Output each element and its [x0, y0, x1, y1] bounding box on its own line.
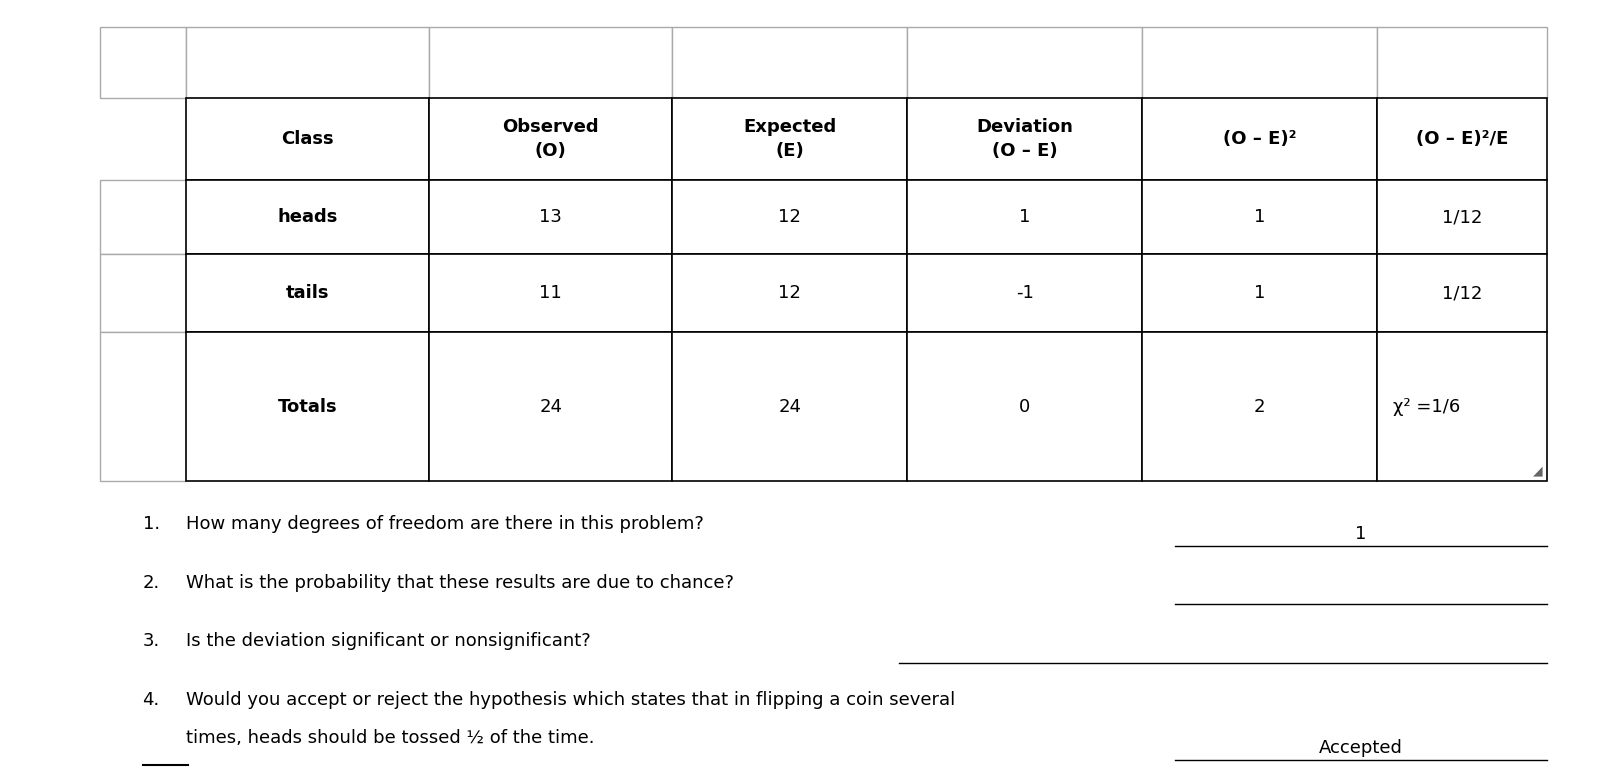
Text: 1.: 1. — [143, 515, 160, 533]
Bar — [1142, 27, 1377, 98]
Bar — [100, 254, 186, 332]
Bar — [1377, 332, 1547, 481]
Bar — [186, 180, 429, 254]
Text: 13: 13 — [539, 208, 562, 226]
Bar — [907, 27, 1142, 98]
Text: 1: 1 — [1354, 525, 1367, 543]
Text: 1/12: 1/12 — [1442, 284, 1482, 303]
Bar — [186, 98, 429, 180]
Bar — [907, 98, 1142, 180]
Bar — [672, 180, 907, 254]
Bar — [672, 254, 907, 332]
Bar — [186, 332, 429, 481]
Bar — [1377, 27, 1547, 98]
Bar — [100, 180, 186, 254]
Text: -1: -1 — [1016, 284, 1034, 303]
Text: Deviation
(O – E): Deviation (O – E) — [977, 118, 1072, 160]
Text: 1: 1 — [1254, 284, 1265, 303]
Text: 12: 12 — [778, 284, 802, 303]
Text: Accepted: Accepted — [1319, 739, 1403, 757]
Bar — [907, 180, 1142, 254]
Bar — [907, 254, 1142, 332]
Bar — [1377, 98, 1547, 180]
Text: Class: Class — [282, 130, 334, 148]
Text: χ² =1/6: χ² =1/6 — [1393, 397, 1461, 416]
Bar — [429, 332, 672, 481]
Text: 1/12: 1/12 — [1442, 208, 1482, 226]
Bar — [186, 254, 429, 332]
Bar — [1142, 98, 1377, 180]
Text: Would you accept or reject the hypothesis which states that in flipping a coin s: Would you accept or reject the hypothesi… — [186, 691, 956, 709]
Text: Observed
(O): Observed (O) — [502, 118, 599, 160]
Text: 2: 2 — [1254, 397, 1265, 416]
Bar — [1142, 180, 1377, 254]
Text: ◢: ◢ — [1533, 465, 1542, 478]
Text: (O – E)²/E: (O – E)²/E — [1416, 130, 1508, 148]
Text: tails: tails — [287, 284, 329, 303]
Text: Totals: Totals — [279, 397, 337, 416]
Text: heads: heads — [277, 208, 339, 226]
Text: How many degrees of freedom are there in this problem?: How many degrees of freedom are there in… — [186, 515, 705, 533]
Text: 24: 24 — [778, 397, 802, 416]
Text: 1: 1 — [1019, 208, 1030, 226]
Bar — [100, 332, 186, 481]
Bar — [429, 27, 672, 98]
Bar — [429, 98, 672, 180]
Bar — [1377, 254, 1547, 332]
Text: Expected
(E): Expected (E) — [744, 118, 836, 160]
Text: 12: 12 — [778, 208, 802, 226]
Text: 0: 0 — [1019, 397, 1030, 416]
Text: What is the probability that these results are due to chance?: What is the probability that these resul… — [186, 573, 734, 592]
Text: 1: 1 — [1254, 208, 1265, 226]
Bar — [1377, 180, 1547, 254]
Text: 4.: 4. — [143, 691, 160, 709]
Bar — [1142, 254, 1377, 332]
Bar — [429, 180, 672, 254]
Text: 2.: 2. — [143, 573, 160, 592]
Bar — [186, 27, 429, 98]
Bar — [1142, 332, 1377, 481]
Text: 11: 11 — [539, 284, 562, 303]
Bar — [672, 98, 907, 180]
Text: Is the deviation significant or nonsignificant?: Is the deviation significant or nonsigni… — [186, 632, 591, 651]
Text: 3.: 3. — [143, 632, 160, 651]
Bar — [672, 27, 907, 98]
Text: times, heads should be tossed ½ of the time.: times, heads should be tossed ½ of the t… — [186, 729, 595, 747]
Bar — [429, 254, 672, 332]
Bar — [100, 27, 186, 98]
Bar — [907, 332, 1142, 481]
Text: 24: 24 — [539, 397, 562, 416]
Bar — [672, 332, 907, 481]
Text: (O – E)²: (O – E)² — [1223, 130, 1296, 148]
